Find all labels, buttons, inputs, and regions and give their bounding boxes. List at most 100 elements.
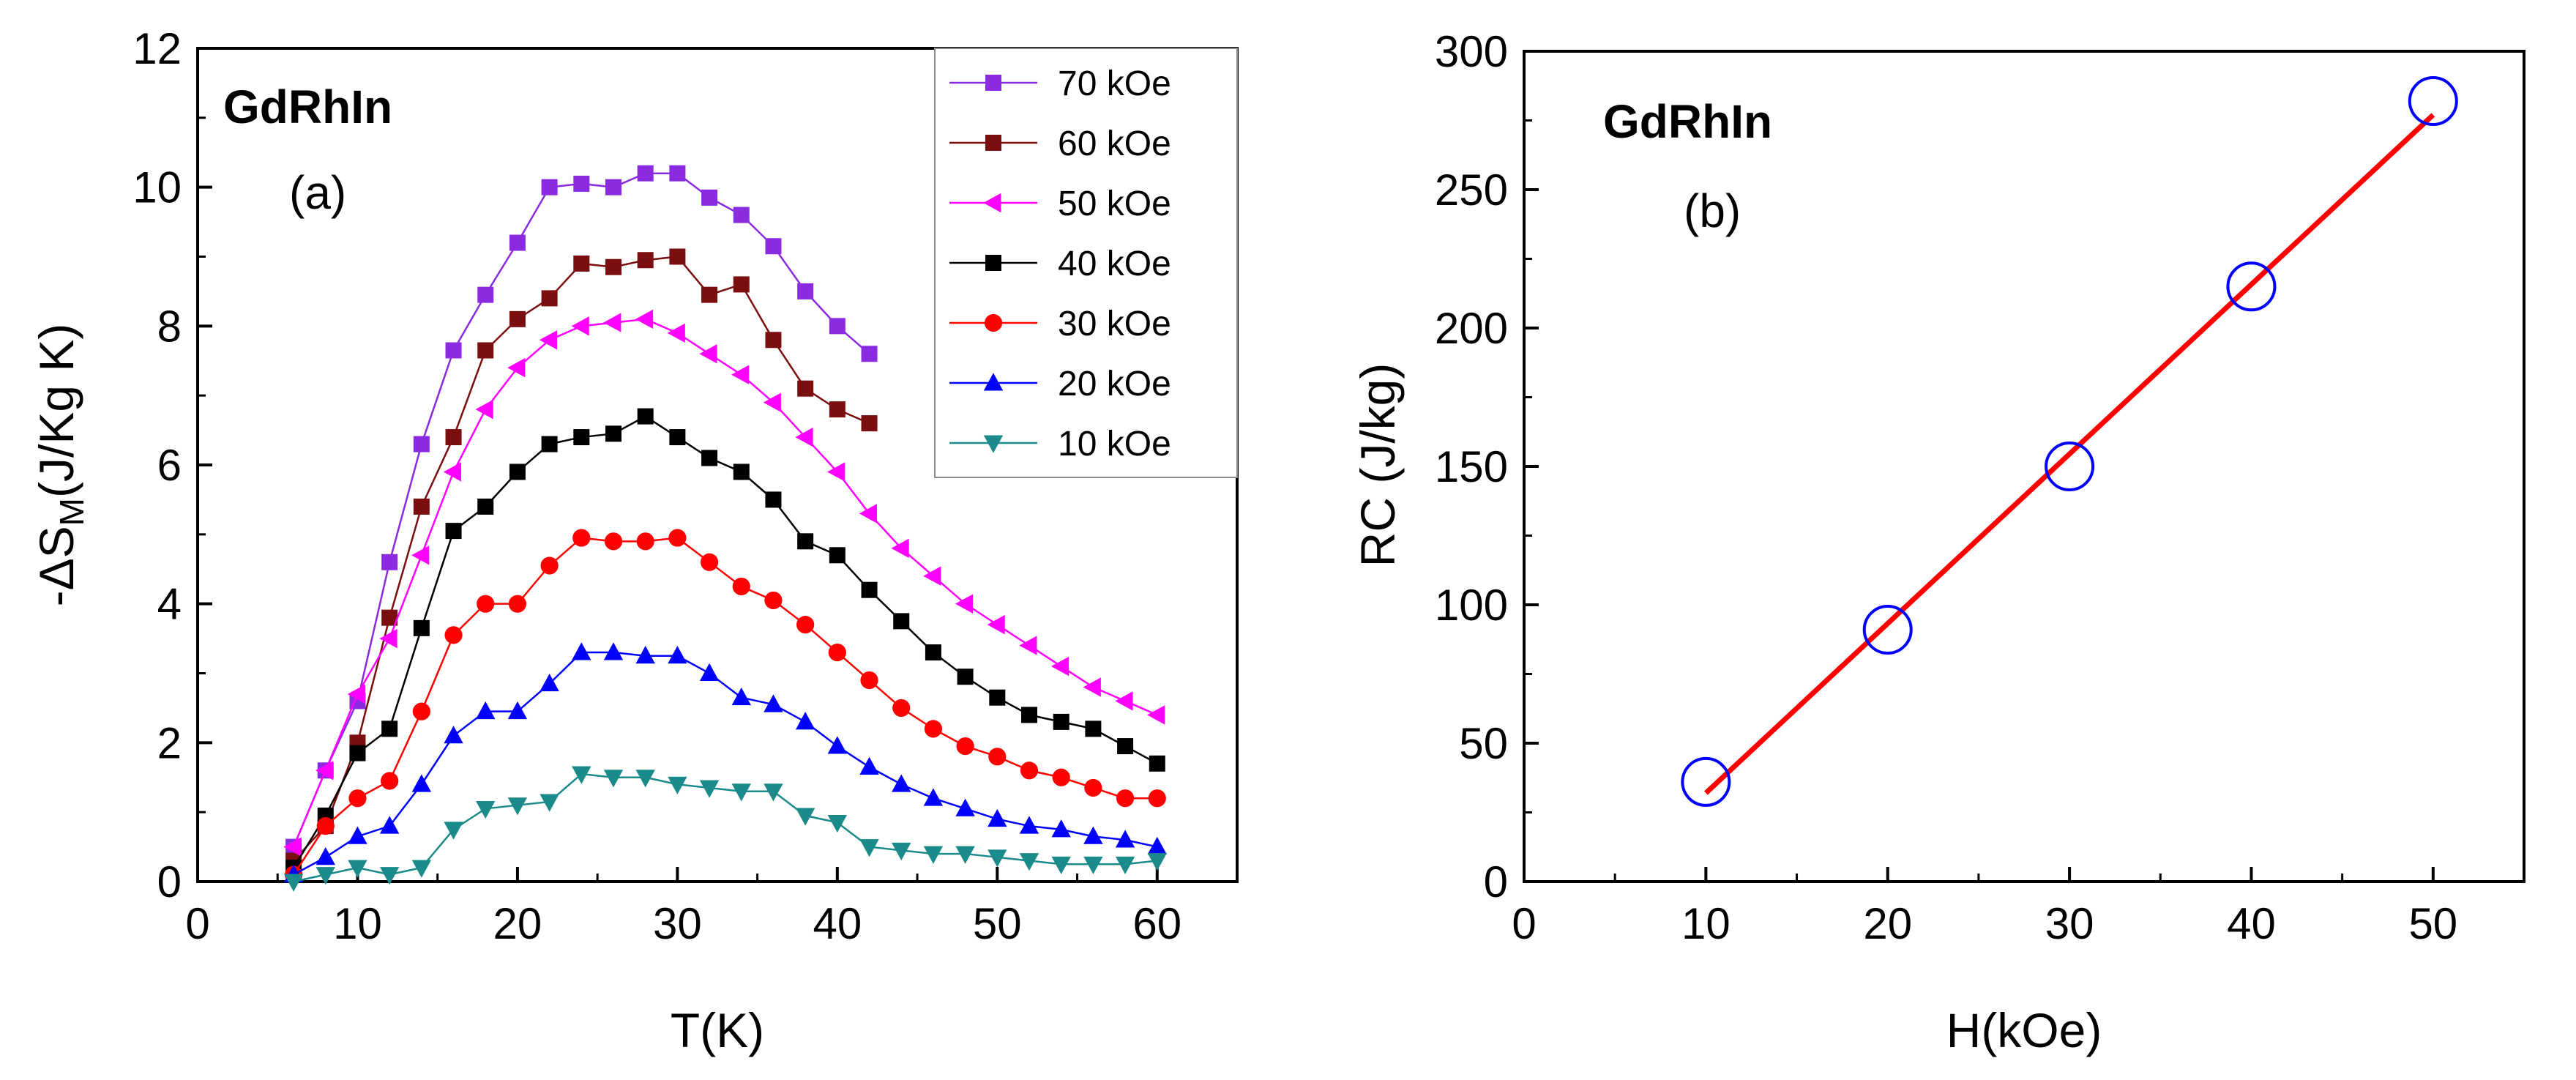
data-point bbox=[381, 772, 399, 790]
data-point bbox=[540, 673, 559, 692]
legend-marker bbox=[985, 255, 1001, 271]
series-40-koe bbox=[285, 408, 1165, 876]
data-point bbox=[732, 577, 750, 596]
panel-label-a: (a) bbox=[289, 166, 346, 219]
data-point bbox=[764, 591, 783, 610]
data-point bbox=[733, 276, 750, 293]
data-point bbox=[892, 842, 911, 861]
data-point bbox=[1115, 856, 1135, 875]
data-point bbox=[669, 165, 686, 182]
panel-b-rc-chart: 0 10 20 30 40 50 0 50 100 150 200 250 300 GdRhIn (b)… bbox=[1351, 27, 2525, 1057]
data-point bbox=[988, 849, 1007, 868]
legend-entry: 10 kOe bbox=[949, 425, 1171, 463]
data-point bbox=[475, 399, 493, 420]
series-20-koe bbox=[283, 642, 1167, 882]
data-point bbox=[925, 644, 941, 661]
data-point bbox=[635, 770, 655, 788]
x-tick-label-a: 60 bbox=[1132, 899, 1181, 948]
data-point bbox=[1147, 836, 1167, 855]
data-point-circle bbox=[2408, 76, 2458, 127]
data-point bbox=[669, 248, 686, 265]
legend-label: 20 kOe bbox=[1058, 365, 1171, 403]
y-tick-label-b: 250 bbox=[1435, 165, 1508, 215]
data-point bbox=[763, 392, 781, 412]
y-tick-label-a: 12 bbox=[132, 24, 182, 73]
y-tick-label-b: 300 bbox=[1435, 27, 1508, 76]
data-point bbox=[1117, 738, 1134, 755]
data-point bbox=[316, 867, 335, 885]
data-point bbox=[956, 737, 974, 756]
data-point bbox=[540, 556, 559, 575]
legend-label: 40 kOe bbox=[1058, 245, 1171, 283]
panel-title-b: GdRhIn bbox=[1603, 95, 1772, 148]
data-point bbox=[412, 702, 430, 720]
data-point bbox=[1050, 656, 1069, 677]
legend-marker bbox=[983, 435, 1004, 453]
data-point bbox=[701, 286, 718, 303]
data-point bbox=[731, 365, 750, 384]
x-tick-label-b: 30 bbox=[2045, 899, 2094, 948]
data-point bbox=[444, 626, 463, 644]
data-point bbox=[795, 712, 815, 730]
panel-a-entropy-chart: 0 10 20 30 40 50 60 0 2 4 6 8 10 12 GdRhIn (a) T(K) -… bbox=[29, 24, 1239, 1057]
data-point bbox=[829, 401, 845, 418]
data-point bbox=[444, 726, 463, 744]
legend-entry: 40 kOe bbox=[949, 245, 1171, 283]
x-tick-label-a: 40 bbox=[813, 899, 862, 948]
data-point bbox=[316, 847, 335, 865]
data-point bbox=[701, 189, 718, 206]
data-point bbox=[829, 547, 845, 564]
data-point bbox=[1020, 761, 1039, 780]
legend-marker bbox=[983, 373, 1004, 391]
axes-a: 0 10 20 30 40 50 60 0 2 4 6 8 10 12 bbox=[132, 24, 1181, 948]
data-point bbox=[1019, 853, 1039, 871]
data-point bbox=[1021, 707, 1037, 723]
data-point bbox=[541, 436, 558, 453]
data-point bbox=[859, 756, 879, 775]
y-tick-label-a: 2 bbox=[157, 718, 182, 767]
data-point bbox=[795, 427, 813, 447]
x-tick-label-a: 20 bbox=[493, 899, 542, 948]
data-point bbox=[348, 826, 367, 844]
axes-b: 0 10 20 30 40 50 0 50 100 150 200 250 300 bbox=[1435, 27, 2525, 948]
y-axis-title-a-subscript: M bbox=[53, 498, 91, 526]
data-point bbox=[316, 817, 335, 835]
data-point bbox=[605, 179, 621, 195]
data-point bbox=[1085, 720, 1102, 737]
series-line bbox=[293, 537, 1157, 876]
y-tick-label-a: 4 bbox=[157, 580, 182, 629]
data-point bbox=[605, 258, 621, 275]
fit-line bbox=[1703, 113, 2435, 795]
data-point bbox=[859, 839, 879, 857]
data-point bbox=[283, 874, 304, 892]
legend-label: 70 kOe bbox=[1058, 64, 1171, 103]
data-point bbox=[765, 332, 782, 349]
data-point bbox=[509, 234, 526, 251]
data-point bbox=[988, 808, 1007, 827]
data-point bbox=[765, 238, 782, 255]
x-tick-label-b: 10 bbox=[1681, 899, 1731, 948]
y-tick-label-b: 50 bbox=[1459, 719, 1508, 768]
data-point bbox=[381, 554, 398, 570]
x-tick-label-a: 30 bbox=[653, 899, 702, 948]
data-point bbox=[347, 684, 365, 704]
data-point bbox=[573, 255, 590, 272]
data-point bbox=[1115, 691, 1133, 711]
y-tick-label-a: 6 bbox=[157, 441, 182, 490]
series-50-koe bbox=[283, 309, 1165, 857]
plot-frame-b bbox=[1523, 50, 2525, 883]
data-point bbox=[445, 523, 462, 540]
y-axis-title-a: -ΔSM(J/Kg K) bbox=[29, 324, 91, 607]
data-point bbox=[699, 780, 720, 798]
data-point bbox=[1053, 713, 1069, 730]
data-point bbox=[573, 429, 590, 446]
y-tick-label-a: 8 bbox=[157, 302, 182, 351]
data-point bbox=[379, 867, 400, 885]
data-point bbox=[603, 770, 624, 788]
data-point bbox=[476, 701, 496, 720]
series-group-a bbox=[283, 165, 1167, 892]
data-point bbox=[1116, 789, 1135, 808]
data-point bbox=[861, 346, 878, 362]
data-point bbox=[797, 283, 814, 299]
